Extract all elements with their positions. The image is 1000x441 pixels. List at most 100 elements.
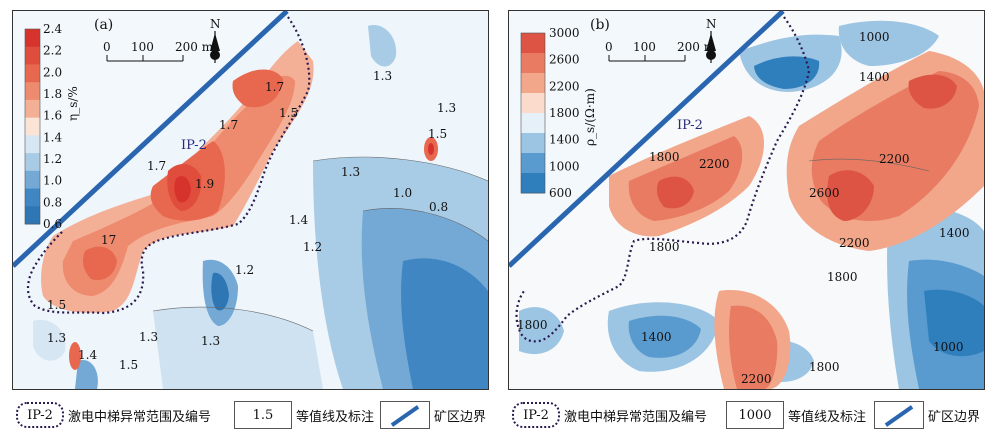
scale-tick-200: 200 m	[677, 40, 716, 54]
legend-contour: 1.5 等值线及标注	[234, 398, 374, 432]
contour-label: 1.7	[265, 80, 284, 94]
panel-tag: (a)	[94, 17, 114, 33]
polarization-map: 2.4 2.2 2.0 1.8 1.6 1.4 1.2 1.0 0.8 0.6 η_s/% 0 1…	[13, 11, 488, 389]
colorbar-swatch	[25, 117, 40, 136]
colorbar-swatch	[25, 153, 40, 172]
contour-label: 1400	[939, 226, 970, 240]
scale-tick-100: 100	[131, 40, 154, 54]
colorbar-swatch	[25, 46, 40, 65]
scale-tick-0: 0	[103, 40, 111, 54]
contour-label: 1.9	[195, 177, 214, 191]
colorbar-tick-label: 1400	[549, 133, 580, 147]
contour-label: 2200	[839, 236, 870, 250]
colorbar-tick-label: 2.4	[43, 22, 62, 36]
legend-boundary: 矿区边界	[874, 398, 980, 432]
colorbar-tick-label: 2200	[549, 79, 580, 93]
boundary-line-icon	[380, 401, 430, 429]
colorbar-tick-label: 1000	[549, 159, 580, 173]
north-arrow-icon: N	[210, 17, 221, 63]
contour-label: 1.5	[119, 358, 138, 372]
panel-tag: (b)	[590, 17, 610, 33]
colorbar: 2.4 2.2 2.0 1.8 1.6 1.4 1.2 1.0 0.8 0.6	[24, 22, 62, 231]
legend-anomaly-text: 激电中梯异常范围及编号	[68, 409, 212, 425]
colorbar-swatch	[25, 206, 40, 225]
contour-label: 1.3	[437, 101, 456, 115]
colorbar-tick-label: 1.0	[43, 174, 62, 188]
contour-label: 1800	[649, 240, 680, 254]
colorbar-tick-label: 2.2	[43, 44, 62, 58]
contour-label: 1.7	[147, 159, 166, 173]
contour-sample: 1.5	[234, 401, 292, 429]
colorbar-tick-label: 0.6	[43, 217, 62, 231]
contour-label: 1800	[809, 360, 840, 374]
legend-boundary-text: 矿区边界	[434, 409, 487, 425]
contour-label: 1400	[859, 70, 890, 84]
colorbar-tick-label: 2.0	[43, 65, 62, 79]
svg-text:N: N	[210, 17, 221, 31]
svg-text:N: N	[706, 17, 717, 31]
colorbar-swatch	[521, 133, 545, 154]
contour-label: 1.5	[279, 106, 298, 120]
contour-labels: 1.7 1.5 1.7 1.7 1.9 1.3 1.3 1.5 1.3 1.0 …	[47, 69, 456, 372]
legend-boundary: 矿区边界	[380, 398, 486, 432]
contour-labels: 1000 1400 1800 2200 2200 2600 2200 1800 …	[517, 30, 970, 386]
colorbar-tick-label: 3000	[549, 26, 580, 40]
scale-tick-100: 100	[633, 40, 656, 54]
scale-bar: 0 100 200 m	[605, 40, 716, 62]
legend-anomaly-text: 激电中梯异常范围及编号	[564, 409, 708, 425]
mining-boundary-line	[13, 11, 289, 268]
colorbar-tick-label: 1.2	[43, 152, 62, 166]
contour-label: 1.4	[289, 213, 308, 227]
contour-label: 1.5	[47, 298, 66, 312]
colorbar-swatch	[25, 64, 40, 83]
scale-tick-200: 200 m	[175, 40, 214, 54]
colorbar: 3000 2600 2200 1800 1400 1000 600	[520, 26, 580, 200]
colorbar-swatch	[25, 135, 40, 154]
map-panel-a: 2.4 2.2 2.0 1.8 1.6 1.4 1.2 1.0 0.8 0.6 η_s/% 0 1…	[12, 10, 489, 390]
contour-label: 1.5	[428, 127, 447, 141]
colorbar-tick-label: 600	[549, 186, 572, 200]
anomaly-outline-sample: IP-2	[16, 402, 64, 428]
legend-contour-text: 等值线及标注	[296, 409, 375, 425]
contour-label: 1800	[649, 150, 680, 164]
contour-label: 1.4	[78, 348, 97, 362]
resistivity-map: 3000 2600 2200 1800 1400 1000 600 ρ_s/(Ω·m) 0 …	[509, 11, 984, 389]
contour-label: 1000	[933, 340, 964, 354]
colorbar-label: η_s/%	[66, 86, 80, 121]
contour-label: 1.3	[373, 69, 392, 83]
map-panel-b: 3000 2600 2200 1800 1400 1000 600 ρ_s/(Ω·m) 0 …	[508, 10, 985, 390]
colorbar-swatch	[521, 153, 545, 174]
contour-label: 1.3	[201, 334, 220, 348]
legend-anomaly: IP-2 激电中梯异常范围及编号	[512, 398, 707, 432]
colorbar-tick-label: 1.4	[43, 130, 62, 144]
colorbar-swatch	[25, 170, 40, 190]
colorbar-swatch	[25, 29, 40, 48]
contour-label: 2200	[699, 157, 730, 171]
legend-b: IP-2 激电中梯异常范围及编号 1000 等值线及标注 矿区边界	[508, 398, 988, 432]
contour-label: 0.8	[429, 200, 448, 214]
colorbar-swatch	[521, 53, 545, 74]
colorbar-tick-label: 1.6	[43, 109, 62, 123]
scale-bar: 0 100 200 m	[103, 40, 214, 62]
colorbar-swatch	[521, 73, 545, 94]
contour-label: 1800	[517, 318, 548, 332]
contour-label: 1.7	[219, 118, 238, 132]
legend-boundary-text: 矿区边界	[928, 409, 981, 425]
contour-label: 17	[101, 233, 116, 247]
colorbar-swatch	[521, 33, 545, 54]
anomaly-id-label: IP-2	[677, 118, 703, 133]
contour-label: 2600	[809, 186, 840, 200]
boundary-line-icon	[874, 401, 924, 429]
colorbar-label: ρ_s/(Ω·m)	[583, 88, 597, 146]
north-arrow-icon: N	[706, 17, 717, 63]
contour-label: 1.3	[47, 331, 66, 345]
legend-a: IP-2 激电中梯异常范围及编号 1.5 等值线及标注 矿区边界	[12, 398, 489, 432]
contour-label: 1.2	[235, 263, 254, 277]
contour-sample: 1000	[726, 401, 784, 429]
colorbar-swatch	[25, 82, 40, 101]
contour-label: 1800	[827, 270, 858, 284]
contour-label: 2200	[741, 372, 772, 386]
anomaly-outline-sample: IP-2	[512, 402, 560, 428]
contour-label: 1.3	[341, 165, 360, 179]
colorbar-swatch	[521, 93, 545, 114]
